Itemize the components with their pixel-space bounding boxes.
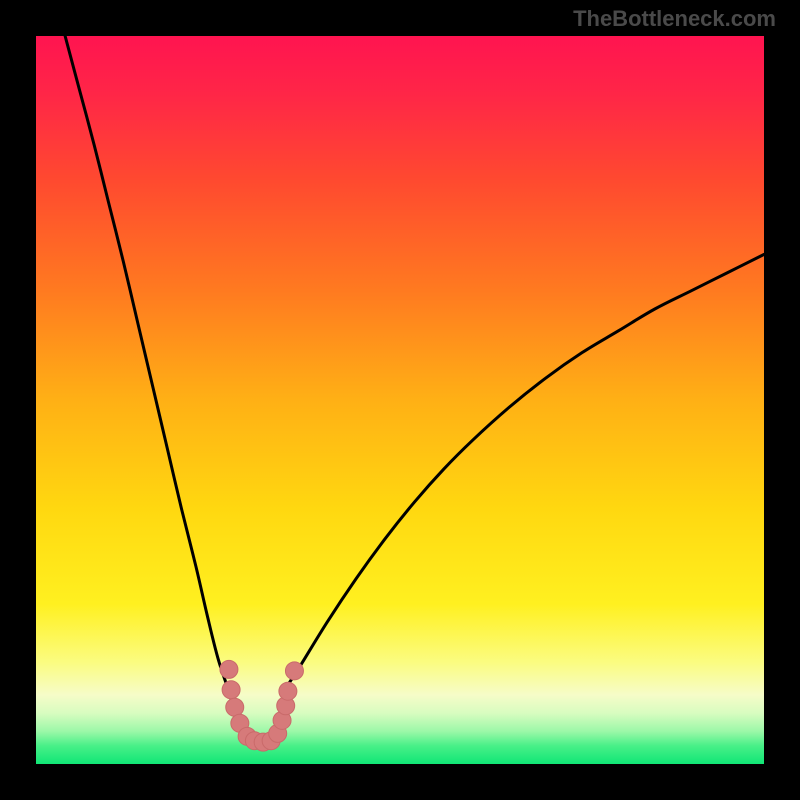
data-marker	[285, 662, 303, 680]
watermark-text: TheBottleneck.com	[573, 6, 776, 32]
plot-background	[36, 36, 764, 764]
data-marker	[226, 698, 244, 716]
data-marker	[220, 660, 238, 678]
chart-svg	[0, 0, 800, 800]
data-marker	[279, 682, 297, 700]
chart-frame: TheBottleneck.com	[0, 0, 800, 800]
data-marker	[222, 681, 240, 699]
